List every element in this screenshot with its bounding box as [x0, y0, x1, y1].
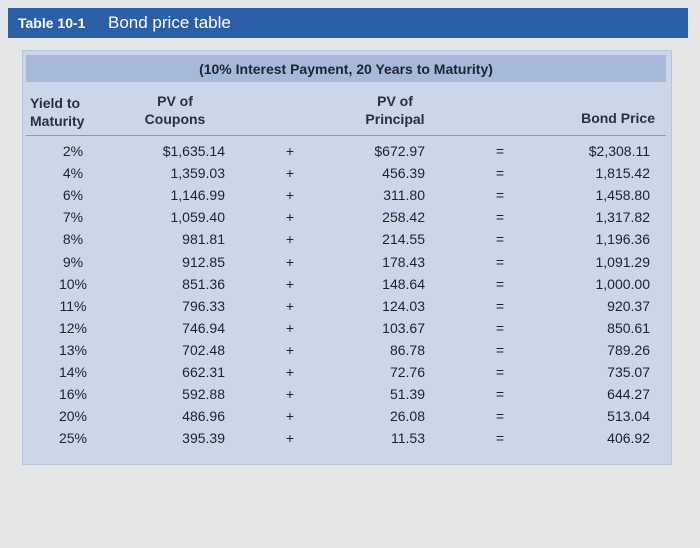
- table-cell: 51.39: [389, 386, 425, 403]
- operator: =: [495, 275, 505, 292]
- table-subtitle: (10% Interest Payment, 20 Years to Matur…: [199, 61, 493, 77]
- column-header: Coupons: [144, 111, 206, 127]
- table-cell: 851.36: [182, 275, 225, 292]
- table-cell: $672.97: [374, 143, 425, 159]
- operator: =: [495, 341, 505, 358]
- table-cell: 2%: [62, 143, 84, 159]
- operator: +: [285, 187, 295, 204]
- table-cell: 1,815.42: [595, 165, 651, 182]
- table-cell: 16%: [58, 386, 88, 403]
- table-cell: 456.39: [382, 165, 425, 182]
- table-cell: 12%: [58, 319, 88, 336]
- table-cell: 1,000.00: [595, 275, 651, 292]
- table-cell: 1,317.82: [595, 209, 651, 226]
- table-cell: 311.80: [383, 187, 425, 204]
- operator: +: [285, 319, 295, 336]
- operator: +: [285, 275, 295, 292]
- table-cell: 920.37: [607, 297, 650, 314]
- header-rule: [26, 135, 666, 136]
- table-title: Bond price table: [108, 13, 231, 32]
- table-cell: 1,059.40: [170, 209, 226, 226]
- table-cell: 406.92: [607, 430, 650, 447]
- table-cell: 13%: [58, 341, 88, 358]
- operator: =: [495, 319, 505, 336]
- table-cell: 178.43: [382, 253, 425, 270]
- table-cell: 214.55: [382, 231, 425, 248]
- table-cell: 644.27: [607, 386, 650, 403]
- table-cell: 258.42: [382, 209, 425, 226]
- table-cell: 20%: [58, 408, 88, 425]
- table-cell: 148.64: [382, 275, 425, 292]
- operator: =: [495, 386, 505, 403]
- table-cell: 11%: [59, 297, 87, 314]
- table-cell: 1,146.99: [170, 187, 226, 204]
- operator: =: [495, 430, 505, 447]
- operator: =: [495, 231, 505, 248]
- operator: +: [285, 143, 295, 159]
- column-header: Principal: [365, 111, 425, 127]
- table-cell: 1,359.03: [170, 165, 226, 182]
- table-cell: 592.88: [182, 386, 225, 403]
- table-cell: 86.78: [389, 341, 425, 358]
- table-cell: 72.76: [389, 364, 425, 380]
- column-header: Yield to: [30, 95, 81, 111]
- table-cell: 6%: [62, 187, 84, 204]
- table-cell: 1,196.36: [595, 231, 651, 248]
- column-header: Bond Price: [581, 110, 655, 126]
- operator: =: [495, 408, 505, 425]
- subtitle-band: [26, 55, 666, 82]
- column-header: Maturity: [30, 113, 85, 129]
- table-cell: 103.67: [382, 319, 425, 336]
- table-panel: [22, 50, 672, 465]
- operator: =: [495, 253, 505, 270]
- table-cell: 912.85: [182, 253, 225, 270]
- table-cell: 11.53: [391, 430, 425, 447]
- table-cell: 735.07: [607, 364, 650, 380]
- table-cell: 8%: [62, 231, 84, 248]
- operator: =: [495, 297, 505, 314]
- operator: =: [495, 165, 505, 182]
- operator: +: [285, 209, 295, 226]
- table-cell: 981.81: [182, 231, 225, 248]
- table-cell: 9%: [62, 253, 84, 270]
- operator: =: [495, 209, 505, 226]
- column-header: PV of: [157, 93, 193, 109]
- table-cell: 7%: [62, 209, 84, 226]
- table-label: Table 10-1: [18, 15, 86, 31]
- table-cell: 1,458.80: [595, 187, 651, 204]
- table-cell: 25%: [58, 430, 88, 447]
- table-cell: 789.26: [607, 341, 650, 358]
- operator: +: [285, 341, 295, 358]
- table-cell: $2,308.11: [588, 143, 650, 159]
- table-cell: 486.96: [182, 408, 225, 425]
- operator: +: [285, 253, 295, 270]
- operator: =: [495, 187, 505, 204]
- operator: +: [285, 364, 295, 380]
- operator: +: [285, 408, 295, 425]
- operator: +: [285, 386, 295, 403]
- operator: +: [285, 231, 295, 248]
- table-cell: 1,091.29: [595, 253, 651, 270]
- table-cell: 10%: [58, 275, 88, 292]
- table-cell: 14%: [58, 364, 88, 380]
- table-cell: 395.39: [182, 430, 225, 447]
- table-cell: 702.48: [182, 341, 225, 358]
- operator: =: [495, 364, 505, 380]
- operator: =: [495, 143, 505, 159]
- table-cell: 26.08: [389, 408, 425, 425]
- operator: +: [285, 297, 295, 314]
- column-header: PV of: [377, 93, 413, 109]
- table-cell: 662.31: [182, 364, 225, 380]
- table-cell: $1,635.14: [162, 143, 225, 159]
- table-cell: 746.94: [182, 319, 225, 336]
- table-cell: 124.03: [382, 297, 425, 314]
- title-bar: [8, 8, 688, 38]
- table-cell: 4%: [62, 165, 84, 182]
- table-cell: 850.61: [607, 319, 650, 336]
- table-cell: 796.33: [182, 297, 225, 314]
- table-cell: 513.04: [607, 408, 650, 425]
- operator: +: [285, 165, 295, 182]
- operator: +: [285, 430, 295, 447]
